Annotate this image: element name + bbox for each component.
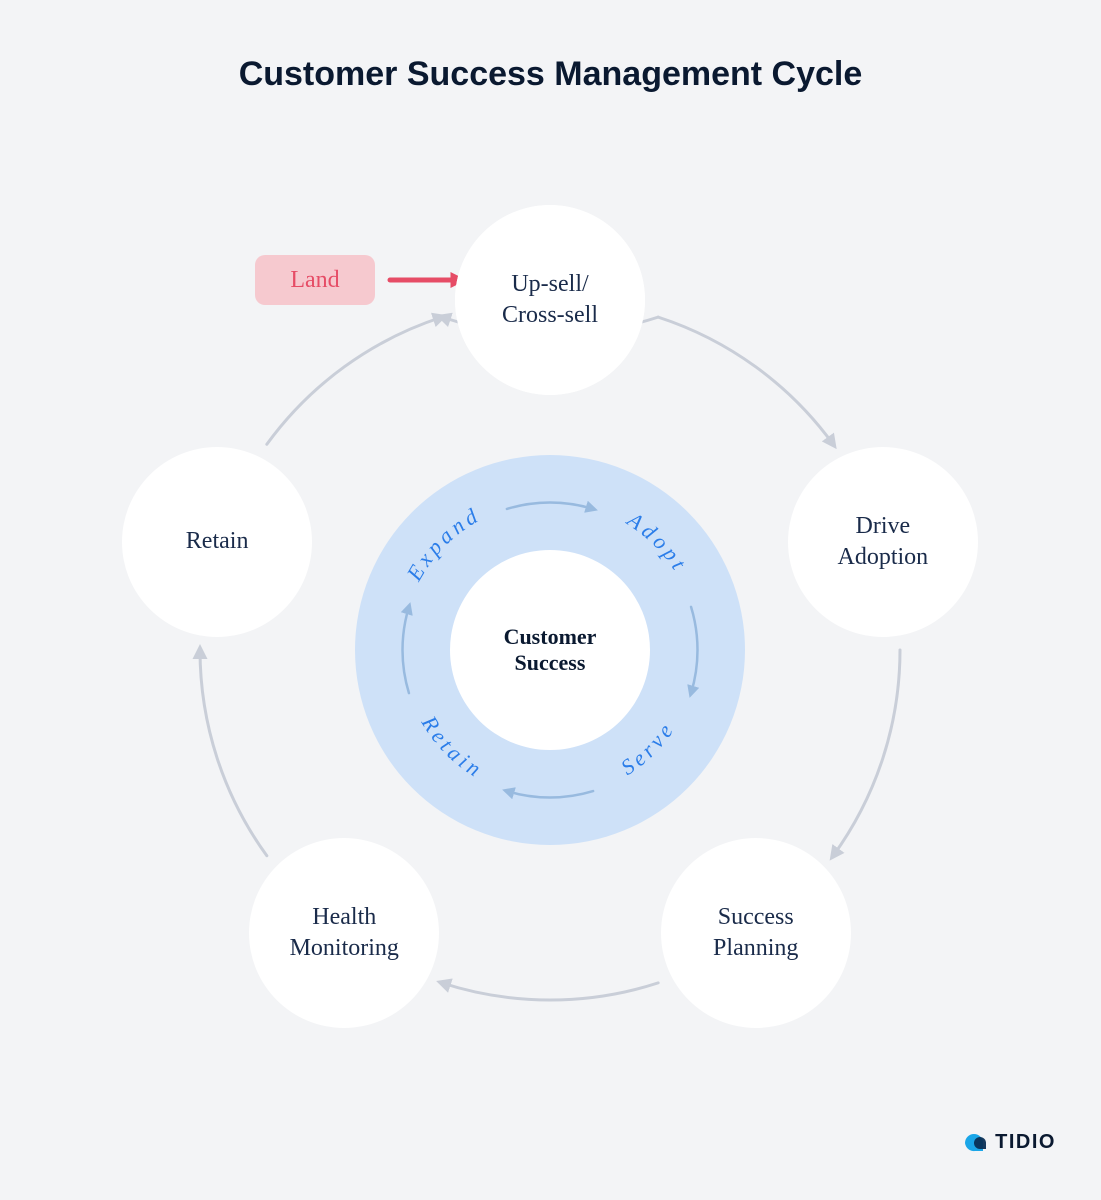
infographic-container: Customer Success Management Cycle AdoptS… xyxy=(0,0,1101,1200)
node-upsell: Up-sell/Cross-sell xyxy=(455,205,645,395)
node-success-planning: SuccessPlanning xyxy=(661,838,851,1028)
brand-text: TIDIO xyxy=(995,1131,1056,1154)
cycle-diagram: AdoptServeRetainExpand CustomerSuccessOn… xyxy=(50,150,1050,1100)
node-label: HealthMonitoring xyxy=(280,892,409,974)
node-health-monitoring: HealthMonitoring xyxy=(249,838,439,1028)
brand-logo: TIDIO xyxy=(961,1129,1056,1155)
center-label: CustomerSuccess xyxy=(504,624,597,676)
node-label: SuccessPlanning xyxy=(703,892,808,974)
node-drive-adoption: DriveAdoption xyxy=(788,447,978,637)
page-title: Customer Success Management Cycle xyxy=(0,55,1101,94)
node-label: Up-sell/Cross-sell xyxy=(492,259,608,341)
node-label: Retain xyxy=(176,516,259,567)
center-circle: CustomerSuccess xyxy=(450,550,650,750)
node-label: DriveAdoption xyxy=(828,501,939,583)
node-retain: Retain xyxy=(122,447,312,637)
tidio-icon xyxy=(961,1129,987,1155)
land-pill: Land xyxy=(255,255,375,305)
